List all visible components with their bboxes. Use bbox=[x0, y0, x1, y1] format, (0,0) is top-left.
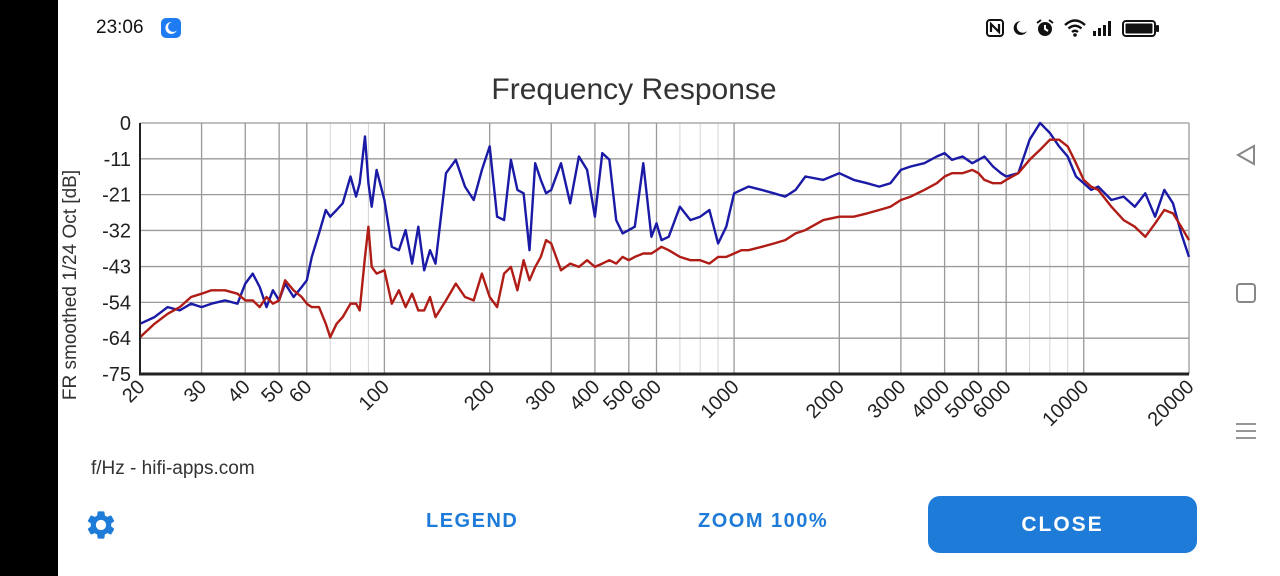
x-tick-label: 1000 bbox=[697, 376, 744, 423]
status-time: 23:06 bbox=[96, 17, 144, 38]
series-lines bbox=[139, 121, 1191, 339]
recents-menu-icon bbox=[1236, 423, 1256, 439]
close-button[interactable]: CLOSE bbox=[928, 496, 1197, 553]
moon-icon bbox=[1013, 20, 1027, 35]
y-tick-label: -54 bbox=[102, 292, 131, 314]
axes bbox=[139, 123, 1189, 376]
frequency-response-chart: Frequency Response FR smoothed 1/24 Oct … bbox=[60, 73, 1199, 431]
y-tick-label: 0 bbox=[120, 113, 131, 135]
x-tick-label: 30 bbox=[180, 376, 211, 407]
x-tick-label: 4000 bbox=[907, 376, 954, 423]
x-tick-label: 40 bbox=[224, 376, 255, 407]
gear-icon bbox=[87, 511, 115, 539]
y-tick-label: -11 bbox=[104, 149, 131, 171]
x-axis-credit-label: f/Hz - hifi-apps.com bbox=[91, 458, 255, 479]
legend-button[interactable]: LEGEND bbox=[426, 510, 519, 532]
system-navigation-bar bbox=[1211, 0, 1280, 576]
x-tick-label: 200 bbox=[460, 376, 499, 415]
app-screen: 23:06 bbox=[58, 0, 1211, 576]
x-tick-label: 300 bbox=[522, 376, 561, 415]
x-tick-label: 400 bbox=[565, 376, 604, 415]
y-tick-label: -64 bbox=[102, 328, 131, 350]
x-tick-label: 60 bbox=[285, 376, 316, 407]
x-tick-label: 10000 bbox=[1038, 376, 1093, 431]
back-triangle-icon bbox=[1235, 144, 1255, 166]
nfc-icon bbox=[986, 19, 1004, 37]
y-axis-label: FR smoothed 1/24 Oct [dB] bbox=[60, 170, 81, 400]
series-line-red bbox=[139, 138, 1191, 339]
y-tick-label: -43 bbox=[102, 257, 131, 279]
y-tick-label: -75 bbox=[102, 364, 131, 386]
home-square-icon bbox=[1236, 283, 1256, 303]
settings-gear-button[interactable] bbox=[84, 508, 118, 542]
home-button[interactable] bbox=[1231, 278, 1261, 308]
series-line-blue bbox=[139, 121, 1191, 325]
wifi-icon bbox=[1064, 19, 1086, 37]
battery-icon bbox=[1122, 20, 1159, 37]
back-button[interactable] bbox=[1231, 140, 1261, 170]
alarm-icon bbox=[1036, 19, 1054, 36]
zoom-button[interactable]: ZOOM 100% bbox=[698, 510, 829, 532]
x-tick-label: 20000 bbox=[1144, 376, 1199, 431]
x-tick-label: 600 bbox=[627, 376, 666, 415]
signal-icon bbox=[1093, 21, 1111, 36]
y-tick-label: -21 bbox=[102, 185, 131, 207]
y-tick-label: -32 bbox=[102, 220, 131, 242]
x-tick-label: 100 bbox=[355, 376, 394, 415]
x-tick-label: 3000 bbox=[863, 376, 910, 423]
recents-button[interactable] bbox=[1231, 416, 1261, 446]
app-notification-icon bbox=[161, 18, 181, 38]
chart-title: Frequency Response bbox=[491, 73, 776, 106]
x-tick-label: 2000 bbox=[802, 376, 849, 423]
